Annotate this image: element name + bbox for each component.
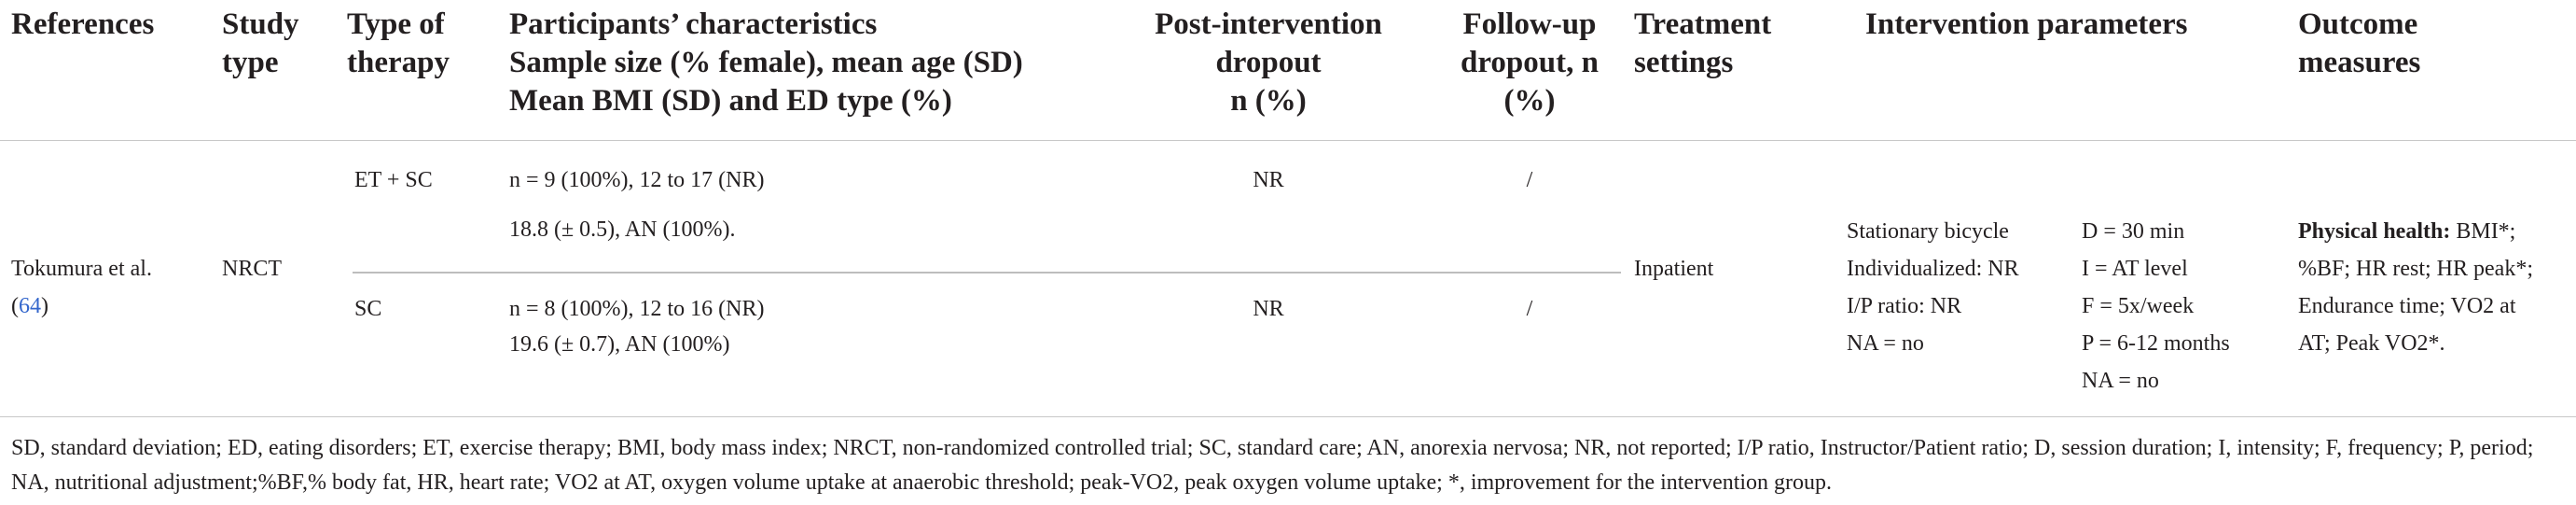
group1-post-dropout: NR	[1253, 168, 1284, 192]
outcome-label: Physical health:	[2298, 219, 2451, 244]
table-footnote: SD, standard deviation; ED, eating disor…	[11, 436, 2534, 495]
header-parameters: Intervention parameters	[1865, 7, 2188, 41]
group1-participants-line2: 18.8 (± 0.5), AN (100%).	[509, 217, 736, 242]
header-participants: Participants’ characteristics Sample siz…	[509, 7, 1023, 118]
header-references: References	[11, 7, 155, 41]
parameters-right: D = 30 min I = AT level F = 5x/week P = …	[2082, 213, 2230, 400]
param-left-3: I/P ratio: NR	[1847, 294, 1962, 318]
param-right-1: D = 30 min	[2082, 219, 2185, 244]
table-bottom-rule	[0, 416, 2576, 417]
header-outcomes: Outcome measures	[2298, 7, 2421, 79]
parameters-left: Stationary bicycle Individualized: NR I/…	[1847, 213, 2019, 362]
header-therapy: Type of therapy	[347, 7, 450, 79]
treatment-setting: Inpatient	[1634, 257, 1714, 281]
reference-author: Tokumura et al.	[11, 257, 152, 281]
group-separator-rule	[353, 272, 1621, 274]
param-right-4: P = 6-12 months	[2082, 331, 2230, 356]
param-right-2: I = AT level	[2082, 257, 2188, 281]
study-type-cell: NRCT	[222, 257, 283, 281]
param-left-2: Individualized: NR	[1847, 257, 2019, 281]
group2-follow-dropout: /	[1526, 297, 1533, 321]
group1-therapy: ET + SC	[354, 168, 433, 192]
param-right-3: F = 5x/week	[2082, 294, 2195, 318]
group2-therapy: SC	[354, 297, 382, 321]
outcome-line-3: Endurance time; VO2 at	[2298, 294, 2516, 318]
group2-participants-line1: n = 8 (100%), 12 to 16 (NR)	[509, 297, 765, 321]
param-left-1: Stationary bicycle	[1847, 219, 2009, 244]
group1-participants-line1: n = 9 (100%), 12 to 17 (NR)	[509, 168, 765, 192]
group1-follow-dropout: /	[1526, 168, 1533, 192]
header-settings: Treatment settings	[1634, 7, 1772, 79]
header-post-dropout: Post-intervention dropout n (%)	[1155, 7, 1382, 118]
header-study-type: Study type	[222, 7, 299, 79]
param-left-4: NA = no	[1847, 331, 1924, 356]
outcome-measures: Physical health: BMI*; %BF; HR rest; HR …	[2298, 213, 2533, 362]
param-right-5: NA = no	[2082, 369, 2159, 393]
reference-citation: (64)	[11, 294, 48, 318]
outcome-line-4: AT; Peak VO2*.	[2298, 331, 2445, 356]
citation-link[interactable]: 64	[19, 294, 41, 318]
reference-cell: Tokumura et al. (64)	[11, 250, 152, 325]
header-follow-dropout: Follow-up dropout, n (%)	[1461, 7, 1599, 118]
group2-post-dropout: NR	[1253, 297, 1284, 321]
outcome-line-1: BMI*;	[2450, 219, 2516, 244]
outcome-line-2: %BF; HR rest; HR peak*;	[2298, 257, 2533, 281]
header-bottom-rule	[0, 140, 2576, 141]
group2-participants-line2: 19.6 (± 0.7), AN (100%)	[509, 332, 730, 357]
